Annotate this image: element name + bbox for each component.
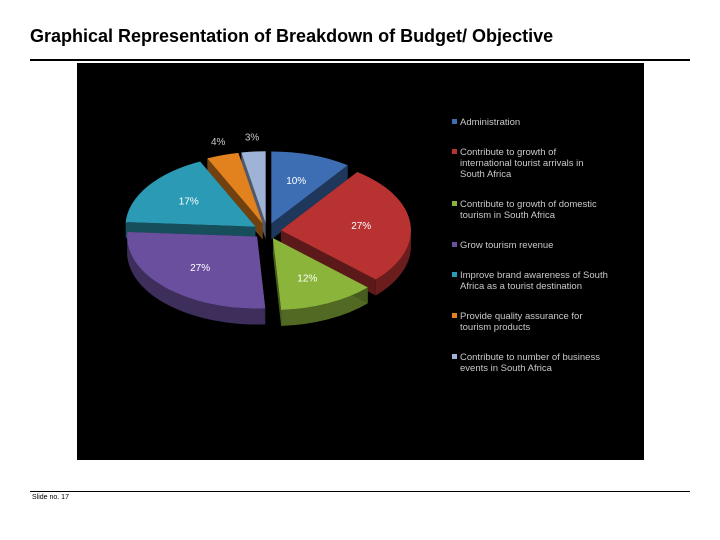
- legend-item-administration: Administration: [452, 117, 520, 128]
- slide-title: Graphical Representation of Breakdown of…: [30, 26, 554, 46]
- legend-swatch: [452, 242, 457, 247]
- legend-swatch: [452, 313, 457, 318]
- pie-slice-administration: [271, 151, 348, 240]
- title-divider: [30, 59, 690, 61]
- legend-swatch: [452, 119, 457, 124]
- legend-label: Provide quality assurance for: [460, 311, 583, 322]
- legend-label: Africa as a tourist destination: [460, 281, 582, 292]
- pie-chart-svg: 10% 27% 12% 27% 17% 4% 3% Administration Contri…: [125, 117, 608, 374]
- legend-label: tourism in South Africa: [460, 210, 556, 221]
- legend-swatch: [452, 272, 457, 277]
- pie-slice-tourism-revenue: [127, 232, 266, 325]
- legend-label: Contribute to growth of domestic: [460, 199, 597, 210]
- pie-slice-domestic-tourism: [272, 238, 368, 326]
- legend-label: Contribute to number of business: [460, 352, 600, 363]
- legend-label: Administration: [460, 117, 520, 128]
- legend-label: Grow tourism revenue: [460, 240, 553, 251]
- data-label-business-events: 3%: [245, 133, 260, 144]
- legend-label: events in South Africa: [460, 363, 553, 374]
- legend-swatch: [452, 354, 457, 359]
- legend-swatch: [452, 149, 457, 154]
- pie-chart: 10% 27% 12% 27% 17% 4% 3% Administration Contri…: [77, 63, 644, 460]
- data-label-domestic-tourism: 12%: [297, 274, 317, 285]
- legend-swatch: [452, 201, 457, 206]
- data-label-brand-awareness: 17%: [179, 197, 199, 208]
- footer-divider: [30, 491, 690, 492]
- data-label-international-arrivals: 27%: [351, 221, 371, 232]
- legend-label: Improve brand awareness of South: [460, 270, 608, 281]
- data-label-quality-assurance: 4%: [211, 137, 226, 148]
- legend-label: tourism products: [460, 322, 530, 333]
- slide-number: Slide no. 17: [32, 494, 69, 501]
- legend-item-tourism-revenue: Grow tourism revenue: [452, 240, 553, 251]
- legend-item-domestic-tourism: Contribute to growth of domestictourism …: [452, 199, 597, 221]
- legend-label: Contribute to growth of: [460, 147, 556, 158]
- data-label-administration: 10%: [286, 176, 306, 187]
- legend-label: South Africa: [460, 169, 512, 180]
- legend-label: international tourist arrivals in: [460, 158, 584, 169]
- data-label-tourism-revenue: 27%: [190, 263, 210, 274]
